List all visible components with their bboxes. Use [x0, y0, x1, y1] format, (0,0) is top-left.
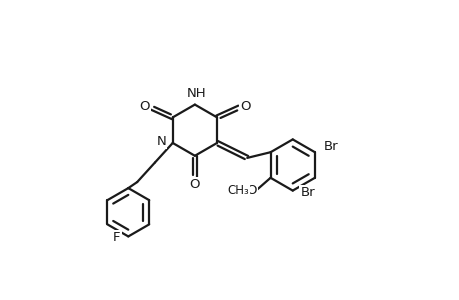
Text: O: O	[189, 178, 200, 191]
Text: N: N	[156, 135, 166, 148]
Text: F: F	[113, 231, 120, 244]
Text: O: O	[246, 184, 256, 197]
Text: Br: Br	[323, 140, 337, 153]
Text: O: O	[240, 100, 250, 112]
Text: CH₃: CH₃	[226, 184, 248, 197]
Text: O: O	[139, 100, 149, 112]
Text: NH: NH	[186, 87, 206, 101]
Text: Br: Br	[300, 186, 314, 199]
